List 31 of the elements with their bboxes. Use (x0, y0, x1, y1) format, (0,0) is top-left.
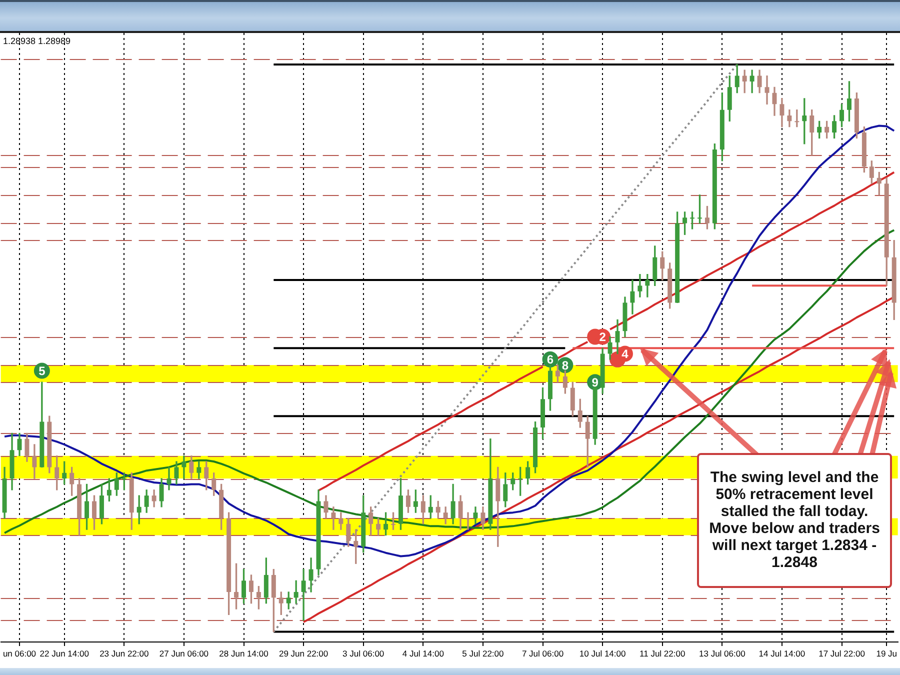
candlestick (182, 456, 186, 479)
candlestick (301, 568, 306, 621)
annotation: 4 (622, 347, 629, 362)
candlestick (638, 274, 642, 298)
x-tick-label: 19 Ju (876, 648, 898, 658)
annotation: 9 (592, 375, 599, 390)
chart-title: 1.28938 1.28989 (3, 36, 71, 46)
x-tick-label: 10 Jul 14:00 (579, 648, 626, 658)
annotation: 2 (599, 330, 606, 344)
candlestick (331, 506, 336, 530)
x-tick-label: 27 Jun 06:00 (159, 648, 209, 658)
x-tick-label: 22 Jun 14:00 (40, 648, 90, 658)
x-tick-label: 11 Jul 22:00 (640, 648, 686, 658)
annotation: 8 (562, 358, 569, 372)
x-tick-label: un 06:00 (2, 648, 36, 658)
candlestick (294, 580, 298, 604)
x-tick-label: 4 Jul 14:00 (402, 648, 444, 658)
annotation: 6 (546, 352, 554, 367)
x-tick-label: 28 Jun 14:00 (219, 648, 269, 658)
x-tick-label: 14 Jul 14:00 (758, 648, 806, 658)
candlestick (750, 70, 754, 94)
x-tick-label: 23 Jun 22:00 (100, 648, 149, 658)
x-tick-label: 3 Jul 06:00 (342, 648, 384, 658)
x-tick-label: 13 Jul 06:00 (698, 648, 746, 658)
annotation: 5 (38, 364, 46, 378)
x-tick-label: 17 Jul 22:00 (818, 648, 866, 658)
x-tick-label: 29 Jun 22:00 (278, 648, 328, 658)
candlestick (764, 75, 770, 104)
x-tick-label: 5 Jul 22:00 (462, 648, 504, 658)
annotation: The swing level and the 50% retracement level stalled the fall today. Move below and traders will next target 1.2834 - 1.2848 (697, 453, 892, 588)
x-tick-label: 7 Jul 06:00 (522, 648, 564, 658)
